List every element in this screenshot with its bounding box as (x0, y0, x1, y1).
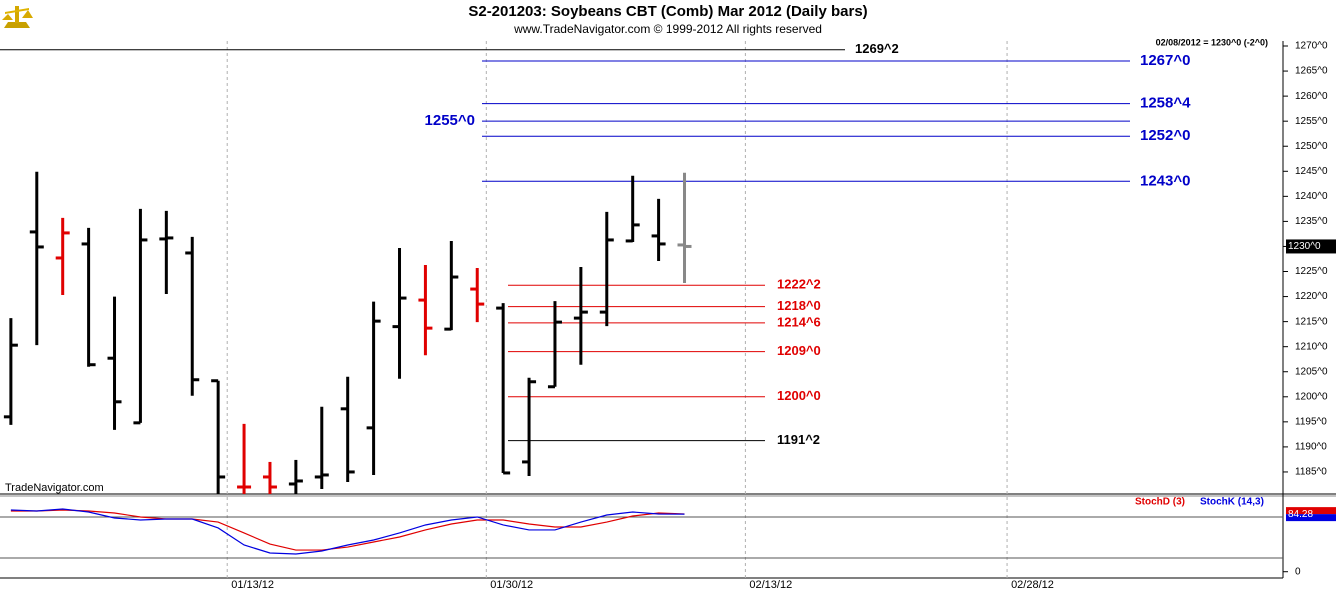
y-tick-label: 1200^0 (1295, 391, 1328, 402)
level-label: 1252^0 (1140, 127, 1190, 144)
subtitle: www.TradeNavigator.com © 1999-2012 All r… (513, 22, 822, 36)
last-value-box-top (1286, 507, 1336, 515)
y-tick-label: 1210^0 (1295, 341, 1328, 352)
y-tick-label: 1250^0 (1295, 141, 1328, 152)
logo (2, 6, 33, 28)
legend-label: StochD (3) (1135, 497, 1185, 508)
level-label: 1191^2 (777, 432, 820, 447)
y-tick-label: 1215^0 (1295, 316, 1328, 327)
x-tick-label: 01/13/12 (231, 579, 274, 591)
watermark: TradeNavigator.com (5, 482, 104, 494)
y-tick-label: 1205^0 (1295, 366, 1328, 377)
last-price-label: 1230^0 (1288, 241, 1321, 252)
y-tick-label: 0 (1295, 566, 1301, 577)
level-label: 1243^0 (1140, 172, 1190, 189)
level-label: 1269^2 (855, 41, 899, 56)
level-label: 1267^0 (1140, 52, 1190, 69)
y-tick-label: 1240^0 (1295, 191, 1328, 202)
legend-label: StochK (14,3) (1200, 497, 1264, 508)
y-tick-label: 1195^0 (1295, 416, 1327, 427)
y-tick-label: 1225^0 (1295, 266, 1328, 277)
stoch-line (10, 509, 685, 551)
level-label: 1218^0 (777, 298, 821, 313)
x-tick-label: 02/28/12 (1011, 579, 1054, 591)
last-value-box (1286, 514, 1336, 522)
y-tick-label: 1255^0 (1295, 116, 1328, 127)
y-tick-label: 1190^0 (1295, 442, 1327, 453)
y-tick-label: 1245^0 (1295, 166, 1328, 177)
y-tick-label: 1235^0 (1295, 216, 1328, 227)
y-tick-label: 1220^0 (1295, 291, 1328, 302)
last-value-label: 84.28 (1288, 509, 1313, 520)
y-tick-label: 1185^0 (1295, 467, 1327, 478)
title: S2-201203: Soybeans CBT (Comb) Mar 2012 … (468, 3, 867, 20)
level-label: 1200^0 (777, 388, 821, 403)
y-tick-label: 1270^0 (1295, 41, 1328, 52)
level-label: 1209^0 (777, 343, 821, 358)
x-tick-label: 02/13/12 (749, 579, 792, 591)
y-tick-label: 1265^0 (1295, 66, 1328, 77)
level-label: 1222^2 (777, 277, 821, 292)
level-label: 1258^4 (1140, 95, 1191, 112)
y-tick-label: 1260^0 (1295, 91, 1328, 102)
x-tick-label: 01/30/12 (490, 579, 533, 591)
level-label: 1255^0 (425, 112, 475, 129)
bars (3, 171, 692, 494)
info: 02/08/2012 = 1230^0 (-2^0) (1156, 37, 1268, 47)
level-label: 1214^6 (777, 314, 821, 329)
last-price-box (1286, 239, 1336, 254)
stoch-line (10, 508, 685, 555)
